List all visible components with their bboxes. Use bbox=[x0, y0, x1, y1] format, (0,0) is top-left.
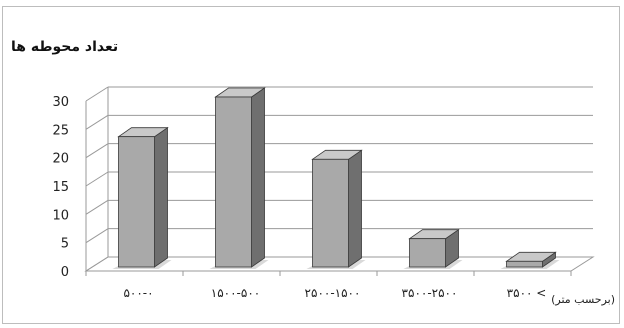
bar-front bbox=[506, 260, 543, 268]
y-tick-label: 15 bbox=[52, 180, 69, 195]
bar-chart: 0 5 10 15 20 25 30 ۵۰۰-۰ ۱۵۰۰-۵۰۰ ۲۵۰۰-۱۵۰۰ ۳۵۰۰-… bbox=[11, 39, 615, 306]
gridline-side bbox=[85, 86, 109, 102]
gridline-side bbox=[85, 228, 109, 244]
gridline-side bbox=[85, 143, 109, 159]
bar bbox=[403, 228, 463, 269]
bar-side bbox=[348, 149, 362, 268]
x-category-label: ۱۵۰۰-۵۰۰ bbox=[211, 286, 260, 300]
x-category-label: ۳۵۰۰-۲۵۰۰ bbox=[402, 286, 458, 300]
y-tick-label: 25 bbox=[52, 123, 69, 138]
gridline-side bbox=[85, 171, 109, 187]
y-tick-label: 30 bbox=[52, 95, 69, 110]
y-tick-labels: 0 5 10 15 20 25 30 bbox=[52, 95, 69, 280]
bar bbox=[209, 87, 269, 269]
bar-front bbox=[215, 96, 252, 268]
bar bbox=[112, 126, 172, 269]
gridline-side bbox=[85, 199, 109, 215]
y-tick-label: 20 bbox=[52, 152, 69, 167]
x-axis-unit-label: (برحسب متر) bbox=[551, 293, 615, 306]
y-tick-label: 0 bbox=[61, 265, 69, 280]
y-tick-label: 5 bbox=[61, 237, 69, 252]
bars bbox=[112, 87, 560, 269]
bar-front bbox=[118, 136, 155, 268]
bar-front bbox=[312, 158, 349, 268]
x-category-label: ۲۵۰۰-۱۵۰۰ bbox=[305, 286, 361, 300]
chart-frame: 0 5 10 15 20 25 30 ۵۰۰-۰ ۱۵۰۰-۵۰۰ ۲۵۰۰-۱۵۰۰ ۳۵۰۰-… bbox=[2, 6, 620, 324]
chart-title: تعداد محوطه ها bbox=[11, 39, 118, 55]
x-category-label: ۳۵۰۰ < bbox=[507, 286, 547, 300]
bar-side bbox=[154, 126, 168, 268]
y-tick-label: 10 bbox=[52, 208, 69, 223]
gridline-side bbox=[85, 114, 109, 130]
x-category-labels: ۵۰۰-۰ ۱۵۰۰-۵۰۰ ۲۵۰۰-۱۵۰۰ ۳۵۰۰-۲۵۰۰ ۳۵۰۰ < bbox=[123, 286, 546, 300]
bar-side bbox=[251, 87, 265, 268]
bar bbox=[500, 251, 560, 269]
bar bbox=[306, 149, 366, 269]
bar-front bbox=[409, 238, 446, 268]
x-category-label: ۵۰۰-۰ bbox=[123, 286, 153, 300]
